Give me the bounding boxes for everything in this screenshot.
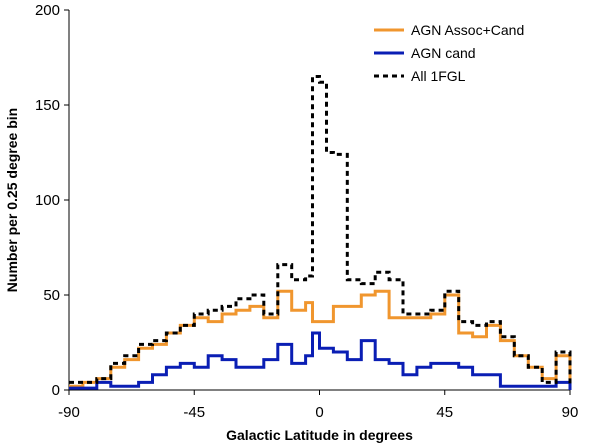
x-tick-label: -45 (183, 404, 205, 421)
y-axis-title: Number per 0.25 degree bin (4, 108, 20, 292)
legend-label-agn-assoc-cand: AGN Assoc+Cand (411, 22, 524, 38)
series-layer (69, 75, 572, 390)
series-line-all-1fgl (69, 75, 572, 387)
y-ticks: 0 50 100 150 200 (35, 2, 69, 399)
y-tick-label: 50 (43, 287, 60, 304)
y-tick-label: 0 (52, 382, 60, 399)
x-tick-label: -90 (58, 404, 80, 421)
y-tick-label: 150 (35, 97, 60, 114)
x-tick-label: 90 (562, 404, 579, 421)
legend: AGN Assoc+Cand AGN cand All 1FGL (374, 22, 524, 84)
legend-label-agn-cand: AGN cand (411, 45, 476, 61)
x-axis-title: Galactic Latitude in degrees (226, 427, 413, 443)
y-tick-label: 100 (35, 192, 60, 209)
x-tick-label: 45 (436, 404, 453, 421)
x-ticks: -90 -45 0 45 90 (58, 390, 578, 421)
legend-label-all-1fgl: All 1FGL (411, 68, 466, 84)
series-line-agn-cand (69, 331, 572, 390)
y-tick-label: 200 (35, 2, 60, 19)
x-tick-label: 0 (315, 404, 323, 421)
